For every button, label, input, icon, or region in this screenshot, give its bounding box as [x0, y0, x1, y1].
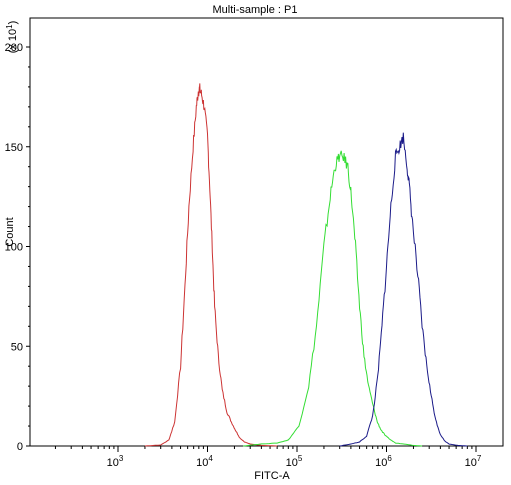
- y-tick-label: 0: [17, 441, 23, 453]
- x-tick-label: 107: [465, 454, 482, 469]
- chart-title: Multi-sample : P1: [213, 4, 298, 16]
- y-tick-label: 150: [5, 142, 23, 154]
- y-axis: 0 50 100 150 200: [5, 42, 30, 453]
- x-tick-label: 104: [196, 454, 213, 469]
- x-tick-label: 103: [107, 454, 124, 469]
- series-layer: [144, 83, 468, 447]
- y-axis-label: Count: [4, 217, 16, 246]
- x-tick-label: 105: [286, 454, 303, 469]
- plot-frame: [29, 17, 504, 447]
- y-tick-label: 100: [5, 242, 23, 254]
- x-axis: 103 104 105 106 107: [54, 446, 482, 469]
- x-axis-label: FITC-A: [254, 470, 290, 482]
- x-tick-label: 106: [375, 454, 392, 469]
- series-line-1: [144, 83, 278, 447]
- y-tick-label: 200: [5, 42, 23, 54]
- series-line-2: [243, 150, 423, 447]
- y-tick-label: 50: [11, 341, 23, 353]
- series-line-3: [339, 132, 468, 447]
- y-multiplier-label: (x 101): [5, 21, 19, 54]
